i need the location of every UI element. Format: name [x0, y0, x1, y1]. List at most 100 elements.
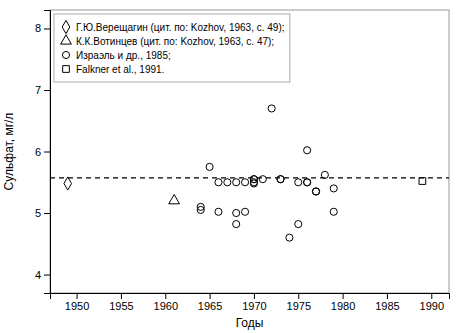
y-axis-tick-mark — [44, 90, 50, 91]
legend-label: Г.Ю.Верещагин (цит. по: Kozhov, 1963, с.… — [76, 22, 285, 33]
series — [64, 177, 72, 190]
x-axis-tick-label: 1985 — [375, 300, 399, 312]
x-axis-tick: 1965 — [198, 293, 222, 312]
x-axis-tick-mark — [165, 293, 166, 299]
point — [312, 188, 319, 195]
y-axis-tick: 8 — [35, 22, 50, 34]
marks — [50, 105, 449, 241]
x-axis-line — [51, 294, 450, 300]
point — [330, 208, 337, 215]
x-axis-tick-mark — [431, 293, 432, 299]
point — [250, 180, 257, 187]
x-axis-tick: 1960 — [154, 293, 178, 312]
point — [197, 203, 204, 210]
point — [215, 208, 222, 215]
x-axis-tick-label: 1965 — [198, 300, 222, 312]
x-axis: 1950 1955 1960 1965 1970 1975 1980 1985 1990 — [51, 293, 450, 312]
legend-entry: Falkner et al., 1991. — [63, 64, 165, 75]
point — [277, 176, 284, 183]
x-axis-tick-label: 1955 — [109, 300, 133, 312]
x-axis-tick-label: 1975 — [287, 300, 311, 312]
point — [295, 179, 302, 186]
x-axis-tick: 1990 — [420, 293, 444, 312]
x-axis-tick-label: 1960 — [154, 300, 178, 312]
y-axis-tick-mark — [44, 152, 50, 153]
x-axis-tick: 1970 — [242, 293, 266, 312]
chart: 1950 1955 1960 1965 1970 1975 1980 1985 1990 4 5 6 7… — [0, 0, 463, 333]
x-axis-tick: 1980 — [331, 293, 355, 312]
x-axis-tick-label: 1980 — [331, 300, 355, 312]
plot-frame — [50, 10, 449, 293]
legend-marker — [61, 35, 72, 44]
legend-marker — [63, 66, 70, 73]
y-axis-tick-mark — [44, 28, 50, 29]
x-axis-title: Годы — [236, 316, 264, 330]
y-axis-tick: 6 — [35, 146, 50, 158]
y-axis-title: Сульфат, мг/л — [2, 113, 16, 191]
point — [321, 171, 328, 178]
legend-label: Falkner et al., 1991. — [76, 64, 164, 75]
legend-label: К.К.Вотинцев (цит. по: Kozhov, 1963, с. … — [76, 36, 274, 47]
x-axis-tick: 1985 — [375, 293, 399, 312]
y-axis-tick-label: 8 — [35, 22, 41, 34]
point — [304, 179, 311, 186]
legend-marker — [62, 20, 70, 33]
point — [268, 105, 275, 112]
series — [419, 178, 426, 185]
point — [169, 195, 180, 204]
x-axis-tick-label: 1970 — [242, 300, 266, 312]
y-axis-tick-label: 4 — [35, 269, 41, 281]
reference-line — [50, 177, 449, 178]
point — [206, 163, 213, 170]
series — [197, 105, 337, 241]
point — [215, 179, 222, 186]
x-axis-tick-mark — [387, 293, 388, 299]
legend-entry: Г.Ю.Верещагин (цит. по: Kozhov, 1963, с.… — [62, 20, 284, 33]
point — [241, 179, 248, 186]
x-axis-tick-label: 1990 — [420, 300, 444, 312]
point — [295, 221, 302, 228]
point — [233, 221, 240, 228]
point — [304, 179, 311, 186]
x-axis-tick-mark — [343, 293, 344, 299]
x-axis-tick-mark — [210, 293, 211, 299]
point — [233, 209, 240, 216]
point — [312, 188, 319, 195]
legend: Г.Ю.Верещагин (цит. по: Kozhov, 1963, с.… — [54, 14, 290, 82]
point — [286, 234, 293, 241]
point — [277, 176, 284, 183]
x-axis-tick-mark — [298, 293, 299, 299]
y-axis-tick-label: 6 — [35, 146, 41, 158]
y-axis-tick: 4 — [35, 269, 50, 281]
point — [233, 179, 240, 186]
point — [419, 178, 426, 185]
plot: 1950 1955 1960 1965 1970 1975 1980 1985 1990 4 5 6 7… — [35, 10, 450, 312]
legend-entry: Израэль и др., 1985; — [62, 50, 170, 61]
x-axis-tick-mark — [121, 293, 122, 299]
y-axis-tick-mark — [44, 275, 50, 276]
point — [259, 176, 266, 183]
y-axis-tick: 5 — [35, 207, 50, 219]
point — [304, 147, 311, 154]
x-axis-tick-mark — [77, 293, 78, 299]
y-axis: 4 5 6 7 8 — [35, 11, 51, 294]
legend-label: Израэль и др., 1985; — [76, 50, 171, 61]
x-axis-tick: 1955 — [109, 293, 133, 312]
y-axis-tick-mark — [44, 213, 50, 214]
x-axis-tick-mark — [254, 293, 255, 299]
legend-entry: К.К.Вотинцев (цит. по: Kozhov, 1963, с. … — [61, 35, 275, 47]
x-axis-tick: 1975 — [287, 293, 311, 312]
point — [64, 177, 72, 190]
y-axis-tick: 7 — [35, 84, 50, 96]
y-axis-tick-label: 7 — [35, 84, 41, 96]
x-axis-tick-label: 1950 — [65, 300, 89, 312]
legend-box — [54, 14, 290, 82]
series — [169, 195, 180, 204]
point — [241, 208, 248, 215]
y-axis-tick-label: 5 — [35, 207, 41, 219]
point — [224, 179, 231, 186]
x-axis-tick: 1950 — [65, 293, 89, 312]
legend-marker — [62, 51, 69, 58]
y-axis-line — [44, 11, 51, 294]
point — [330, 185, 337, 192]
